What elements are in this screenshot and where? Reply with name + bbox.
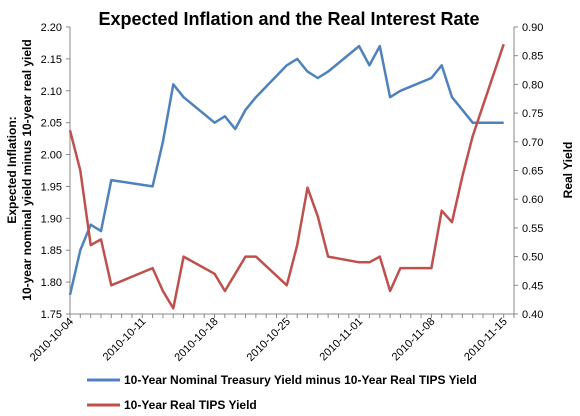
chart-title: Expected Inflation and the Real Interest… bbox=[98, 9, 479, 29]
left-y-tick-label: 2.10 bbox=[41, 86, 62, 98]
x-tick-label: 2010-10-25 bbox=[245, 316, 293, 364]
right-y-tick-label: 0.90 bbox=[522, 22, 543, 34]
left-y-tick-label: 2.05 bbox=[41, 118, 62, 130]
legend-label-real: 10-Year Real TIPS Yield bbox=[124, 398, 257, 412]
left-y-axis-title: Expected Inflation: 10-year nominal yiel… bbox=[5, 39, 34, 300]
right-y-tick-label: 0.65 bbox=[522, 166, 543, 178]
right-y-tick-label: 0.80 bbox=[522, 79, 543, 91]
left-y-tick-label: 2.15 bbox=[41, 54, 62, 66]
legend-label-nominal: 10-Year Nominal Treasury Yield minus 10-… bbox=[124, 373, 477, 387]
series-line-real-tips-yield bbox=[68, 43, 505, 310]
plot-axes bbox=[69, 27, 515, 315]
right-y-tick-label: 0.40 bbox=[522, 309, 543, 321]
left-y-tick-label: 1.85 bbox=[41, 245, 62, 257]
left-y-axis: 1.75 1.80 1.85 1.90 1.95 2.00 2.05 2.10 2.15 2.20 bbox=[41, 22, 70, 321]
right-y-tick-label: 0.50 bbox=[522, 252, 543, 264]
right-y-tick-label: 0.55 bbox=[522, 223, 543, 235]
right-y-axis: 0.40 0.45 0.50 0.55 0.60 0.65 0.70 0.75 0.80 0.85… bbox=[514, 22, 543, 321]
left-y-tick-label: 2.20 bbox=[41, 22, 62, 34]
x-tick-label: 2010-11-15 bbox=[462, 316, 510, 364]
left-y-tick-label: 1.75 bbox=[41, 309, 62, 321]
left-y-tick-label: 1.90 bbox=[41, 213, 62, 225]
x-tick-label: 2010-10-11 bbox=[101, 316, 149, 364]
left-y-tick-label: 2.00 bbox=[41, 150, 62, 162]
series-line-nominal-minus-real bbox=[68, 44, 504, 296]
left-y-axis-title-line-2: 10-year nominal yield minus 10-year real… bbox=[20, 39, 34, 300]
right-y-tick-label: 0.60 bbox=[522, 194, 543, 206]
right-y-tick-label: 0.70 bbox=[522, 137, 543, 149]
left-y-tick-label: 1.95 bbox=[41, 181, 62, 193]
left-y-axis-title-line-1: Expected Inflation: bbox=[5, 116, 19, 223]
right-y-axis-title: Real Yield bbox=[561, 142, 575, 199]
right-y-tick-label: 0.75 bbox=[522, 108, 543, 120]
right-y-tick-label: 0.85 bbox=[522, 51, 543, 63]
left-y-tick-label: 1.80 bbox=[41, 277, 62, 289]
series-lines bbox=[68, 43, 505, 310]
right-y-tick-label: 0.45 bbox=[522, 280, 543, 292]
x-tick-label: 2010-11-01 bbox=[318, 316, 366, 364]
x-tick-label: 2010-10-04 bbox=[28, 316, 76, 364]
legend: 10-Year Nominal Treasury Yield minus 10-… bbox=[87, 373, 477, 412]
x-axis: 2010-10-04 2010-10-11 2010-10-18 2010-10-25… bbox=[28, 314, 515, 364]
x-tick-label: 2010-10-18 bbox=[172, 316, 220, 364]
x-tick-label: 2010-11-08 bbox=[390, 316, 438, 364]
